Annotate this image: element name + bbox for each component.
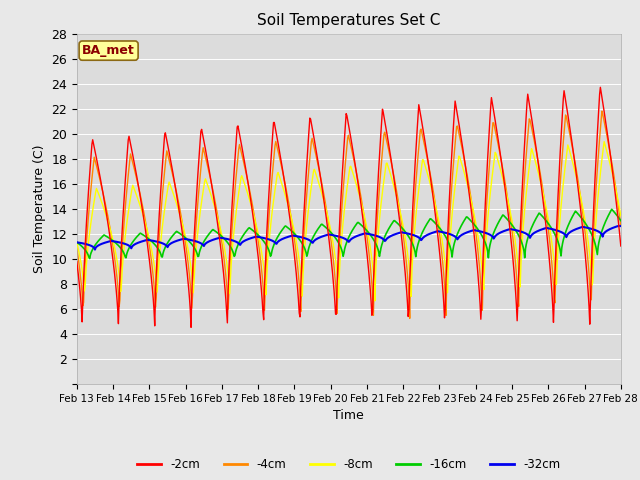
-4cm xyxy=(416,136,424,142)
-16cm xyxy=(195,253,202,259)
Text: BA_met: BA_met xyxy=(82,44,135,57)
-8cm xyxy=(223,259,230,264)
-16cm xyxy=(73,240,81,245)
-16cm xyxy=(83,249,90,255)
-2cm xyxy=(83,217,90,223)
-2cm xyxy=(617,243,625,249)
-2cm xyxy=(431,213,439,218)
-16cm xyxy=(617,218,625,224)
-32cm xyxy=(616,223,623,228)
Line: -8cm: -8cm xyxy=(77,142,621,301)
-4cm xyxy=(194,199,202,205)
-32cm xyxy=(223,236,231,242)
-4cm xyxy=(83,237,90,243)
-32cm xyxy=(83,241,90,247)
-4cm xyxy=(406,315,413,321)
Line: -2cm: -2cm xyxy=(77,87,621,327)
-32cm xyxy=(73,240,81,245)
-32cm xyxy=(140,238,147,244)
Title: Soil Temperatures Set C: Soil Temperatures Set C xyxy=(257,13,440,28)
-2cm xyxy=(188,324,195,330)
-32cm xyxy=(617,223,625,229)
-16cm xyxy=(140,232,147,238)
-4cm xyxy=(617,223,625,228)
-8cm xyxy=(416,180,424,185)
-16cm xyxy=(223,240,231,245)
Line: -32cm: -32cm xyxy=(77,226,621,250)
Line: -4cm: -4cm xyxy=(77,111,621,318)
-8cm xyxy=(194,228,202,234)
-8cm xyxy=(371,298,379,304)
-32cm xyxy=(195,240,202,245)
-2cm xyxy=(139,208,147,214)
-32cm xyxy=(431,229,439,235)
-8cm xyxy=(600,139,608,144)
-2cm xyxy=(596,84,604,90)
-4cm xyxy=(223,281,230,287)
X-axis label: Time: Time xyxy=(333,409,364,422)
-2cm xyxy=(73,259,81,264)
-16cm xyxy=(431,220,439,226)
-4cm xyxy=(73,245,81,251)
-8cm xyxy=(139,211,147,216)
-2cm xyxy=(416,106,424,112)
-32cm xyxy=(91,247,99,252)
-8cm xyxy=(431,202,439,208)
-4cm xyxy=(598,108,605,114)
Line: -16cm: -16cm xyxy=(77,209,621,259)
-8cm xyxy=(83,259,90,264)
-4cm xyxy=(139,204,147,209)
-2cm xyxy=(195,160,202,166)
-2cm xyxy=(223,320,231,326)
-16cm xyxy=(416,237,424,242)
-16cm xyxy=(86,256,93,262)
-4cm xyxy=(431,202,439,207)
Legend: -2cm, -4cm, -8cm, -16cm, -32cm: -2cm, -4cm, -8cm, -16cm, -32cm xyxy=(132,454,565,476)
-8cm xyxy=(73,240,81,245)
-8cm xyxy=(617,213,625,218)
-16cm xyxy=(608,206,616,212)
-32cm xyxy=(416,235,424,241)
Y-axis label: Soil Temperature (C): Soil Temperature (C) xyxy=(33,144,45,273)
